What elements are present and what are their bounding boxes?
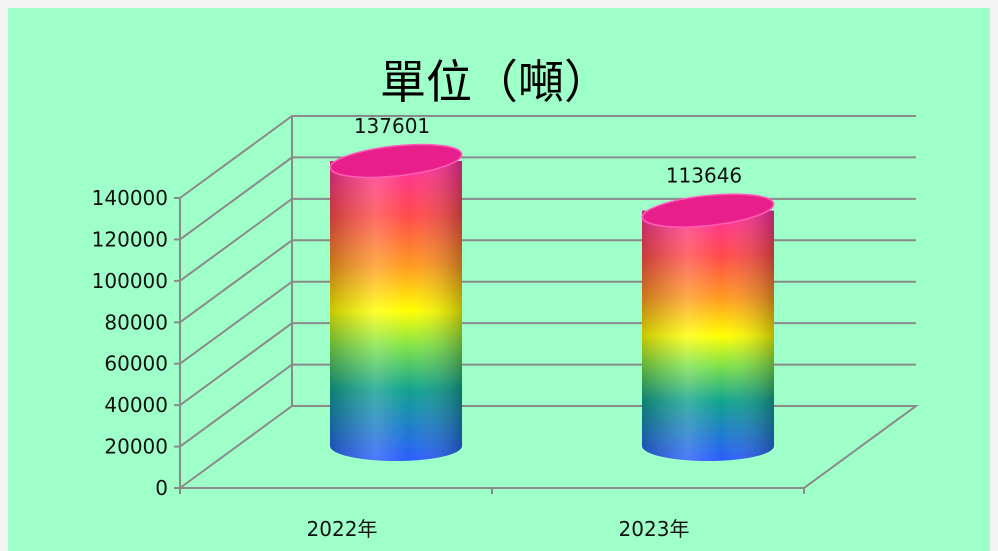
x-axis-categories: 2022年 2023年 — [307, 517, 690, 541]
floor — [176, 405, 920, 489]
data-labels: 137601 113646 — [354, 114, 742, 188]
chart-title: 單位（噸） — [380, 55, 610, 109]
y-tick-label: 120000 — [92, 227, 168, 251]
bar-shading — [642, 210, 774, 461]
axes — [174, 116, 920, 494]
bars — [329, 143, 775, 461]
data-label: 137601 — [354, 114, 430, 138]
chart-frame: 單位（噸） 0 20000 40000 60000 80000 100000 120000 1… — [8, 8, 990, 551]
x-category-label: 2023年 — [619, 517, 690, 541]
data-label: 113646 — [666, 164, 742, 188]
bar-cylinder — [641, 193, 775, 461]
y-tick-label: 0 — [155, 476, 168, 500]
y-axis-ticks: 0 20000 40000 60000 80000 100000 120000 140000 — [92, 186, 168, 500]
bar-top-cap — [641, 193, 775, 228]
y-tick-label: 140000 — [92, 186, 168, 210]
y-tick-label: 100000 — [92, 269, 168, 293]
bar-chart: 單位（噸） 0 20000 40000 60000 80000 100000 120000 1… — [92, 55, 920, 541]
x-category-label: 2022年 — [307, 517, 378, 541]
bar-shading — [330, 160, 462, 461]
bar-cylinder — [329, 143, 463, 461]
y-tick-label: 20000 — [104, 435, 168, 459]
gridlines — [179, 115, 916, 448]
y-tick-label: 60000 — [104, 352, 168, 376]
bar-top-cap — [329, 143, 463, 179]
y-tick-label: 80000 — [104, 310, 168, 334]
y-tick-label: 40000 — [104, 393, 168, 417]
